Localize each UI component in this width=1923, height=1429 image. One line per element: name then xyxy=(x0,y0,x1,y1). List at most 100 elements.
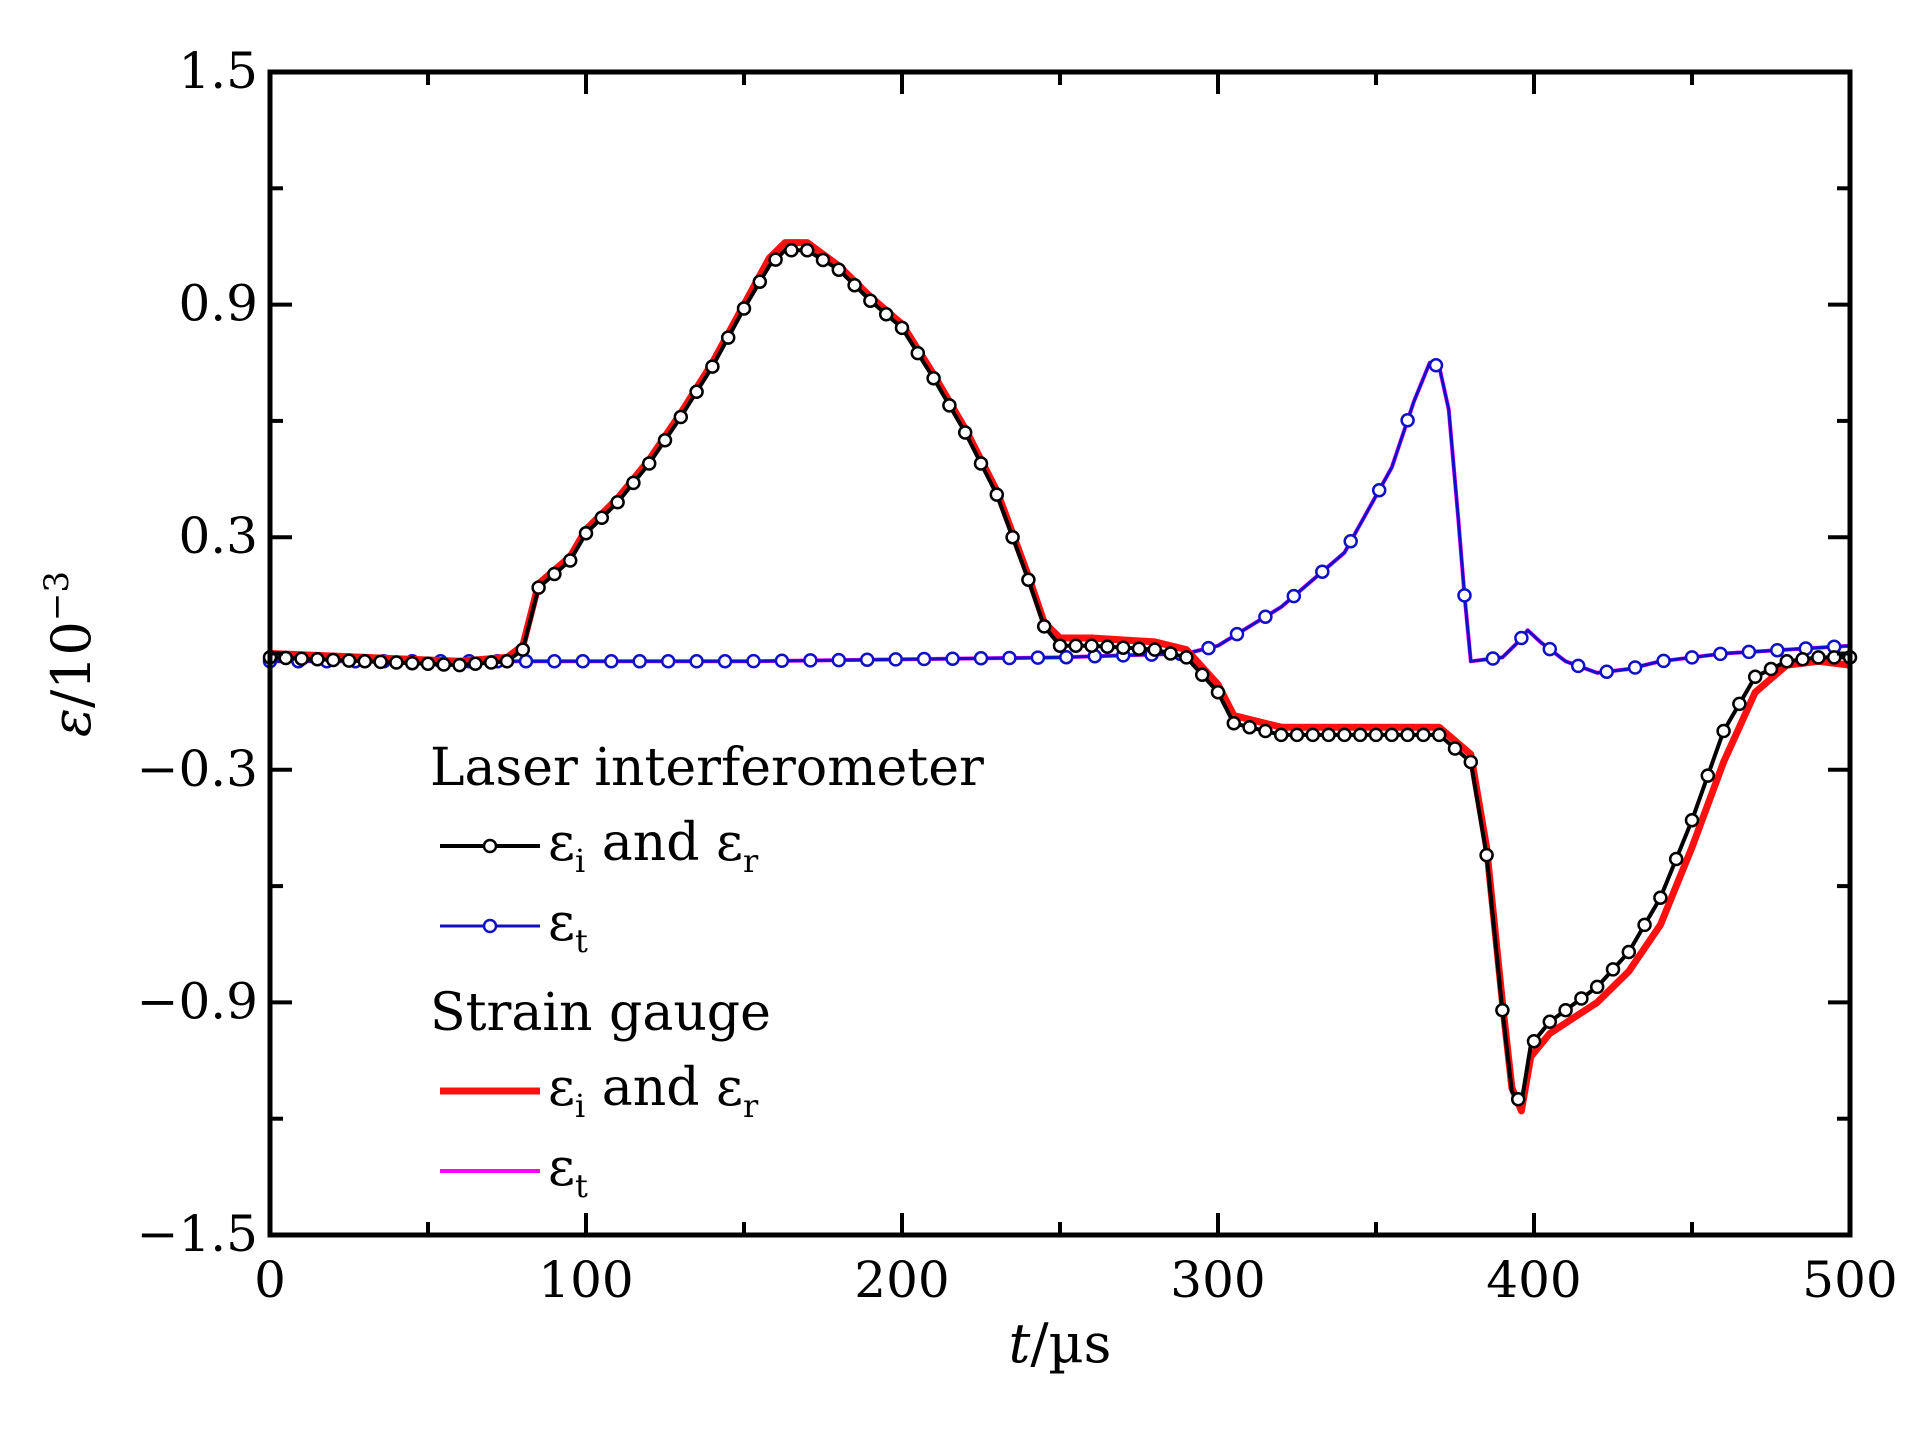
marker-li_ir xyxy=(1258,723,1273,739)
marker-li_ir xyxy=(1668,851,1684,867)
marker-li_ir xyxy=(531,580,546,595)
marker-li_ir xyxy=(705,359,720,374)
marker-li_ir xyxy=(468,656,483,672)
marker-li_t xyxy=(1542,641,1558,657)
legend-mid: and ε xyxy=(585,1058,743,1118)
marker-li_t xyxy=(1656,653,1671,669)
marker-li_ir xyxy=(404,655,420,671)
marker-li_t xyxy=(803,653,818,668)
legend-symbol: ε xyxy=(548,1058,575,1118)
marker-li_ir xyxy=(357,654,373,669)
marker-li_ir xyxy=(641,456,657,471)
marker-li_t xyxy=(1428,358,1444,373)
x-tick-label: 0 xyxy=(254,1251,286,1309)
marker-li_t xyxy=(1514,630,1529,646)
marker-li_ir xyxy=(1305,727,1321,743)
marker-li_ir xyxy=(547,566,562,582)
y-tick-label: −0.3 xyxy=(137,740,258,798)
legend-subscript: r xyxy=(743,842,759,880)
marker-li_ir xyxy=(1337,727,1352,743)
marker-li_ir xyxy=(720,330,736,345)
marker-li_ir xyxy=(926,371,941,386)
legend-symbol: ε xyxy=(548,813,575,873)
legend-group-title: Strain gauge xyxy=(430,983,771,1043)
marker-li_ir xyxy=(1574,991,1589,1006)
marker-li_ir xyxy=(831,262,847,277)
marker-li_ir xyxy=(1495,1002,1510,1018)
marker-li_ir xyxy=(1558,1002,1573,1018)
marker-li_ir xyxy=(1226,716,1242,731)
marker-li_t xyxy=(1741,644,1757,660)
marker-li_ir xyxy=(341,653,357,668)
y-axis-unit: /10 xyxy=(40,621,103,708)
legend-mid: and ε xyxy=(585,813,743,873)
marker-li_ir xyxy=(1400,727,1415,743)
x-axis-label: t/µs xyxy=(1009,1312,1112,1375)
y-tick-label: −0.9 xyxy=(137,972,258,1030)
marker-li_ir xyxy=(1321,727,1336,743)
marker-li_ir xyxy=(483,655,499,670)
marker-li_ir xyxy=(1194,667,1210,683)
marker-li_ir xyxy=(1163,646,1178,661)
marker-li_t xyxy=(859,652,875,667)
marker-li_ir xyxy=(626,475,641,491)
marker-li_ir xyxy=(325,652,341,668)
marker-li_ir xyxy=(1542,1014,1558,1030)
legend-symbol: ε xyxy=(548,1138,575,1198)
marker-li_ir xyxy=(1447,741,1463,756)
legend-group-title: Laser interferometer xyxy=(430,738,984,798)
marker-li_ir xyxy=(1431,727,1447,743)
marker-li_ir xyxy=(499,654,515,669)
marker-li_ir xyxy=(1147,642,1163,657)
marker-li_ir xyxy=(1068,638,1084,653)
marker-li_ir xyxy=(1732,696,1747,712)
series-sg_ir xyxy=(269,239,1851,1115)
marker-li_t xyxy=(746,653,761,669)
marker-li_ir xyxy=(1115,640,1131,655)
legend-subscript: i xyxy=(575,1087,585,1125)
legend-entry-label: εi and εr xyxy=(548,813,759,880)
marker-li_t xyxy=(1684,650,1700,665)
marker-li_ir xyxy=(1005,529,1020,545)
marker-li_t xyxy=(1627,660,1643,675)
x-axis-var: t xyxy=(1009,1312,1031,1375)
marker-li_t xyxy=(1770,642,1785,658)
marker-li_ir xyxy=(878,307,894,322)
series-line-li_t xyxy=(270,361,1851,675)
series-li_ir xyxy=(262,243,1858,1107)
marker-li_ir xyxy=(1242,719,1257,735)
marker-li_t xyxy=(1315,564,1330,579)
marker-li_t xyxy=(518,654,534,669)
marker-li_t xyxy=(1371,482,1387,498)
x-tick-label: 300 xyxy=(1170,1251,1265,1309)
marker-li_ir xyxy=(1384,727,1400,743)
x-tick-label: 100 xyxy=(538,1251,633,1309)
marker-li_ir xyxy=(310,652,325,667)
marker-li_ir xyxy=(784,243,799,258)
legend-subscript: t xyxy=(575,922,588,960)
series-line-sg_t xyxy=(270,360,1851,675)
y-tick-label: 1.5 xyxy=(178,42,258,100)
marker-li_t xyxy=(1457,588,1472,603)
marker-li_ir xyxy=(1416,727,1431,743)
series-line-sg_ir xyxy=(269,239,1851,1115)
marker-li_ir xyxy=(1811,650,1826,665)
y-tick-label: 0.3 xyxy=(178,507,258,565)
marker-li_ir xyxy=(436,657,452,672)
ticks-layer: 0 100 200 300 400 500 −1.5 −0.9 −0.3 0.3 0.9 1.5 xyxy=(137,42,1898,1309)
marker-li_ir xyxy=(1210,685,1226,700)
marker-li_ir xyxy=(1084,638,1099,653)
legend-entry-label: εi and εr xyxy=(548,1058,759,1125)
legend-symbol: ε xyxy=(548,893,575,953)
marker-li_ir xyxy=(1479,847,1494,863)
legend-subscript: r xyxy=(743,1087,759,1125)
marker-li_ir xyxy=(847,277,862,293)
marker-li_t xyxy=(1400,413,1415,428)
marker-li_ir xyxy=(1747,669,1763,685)
marker-li_ir xyxy=(1021,572,1036,588)
marker-li_t xyxy=(945,651,960,666)
marker-li_ir xyxy=(373,654,388,670)
marker-li_ir xyxy=(689,384,704,400)
marker-li_t xyxy=(916,651,932,667)
